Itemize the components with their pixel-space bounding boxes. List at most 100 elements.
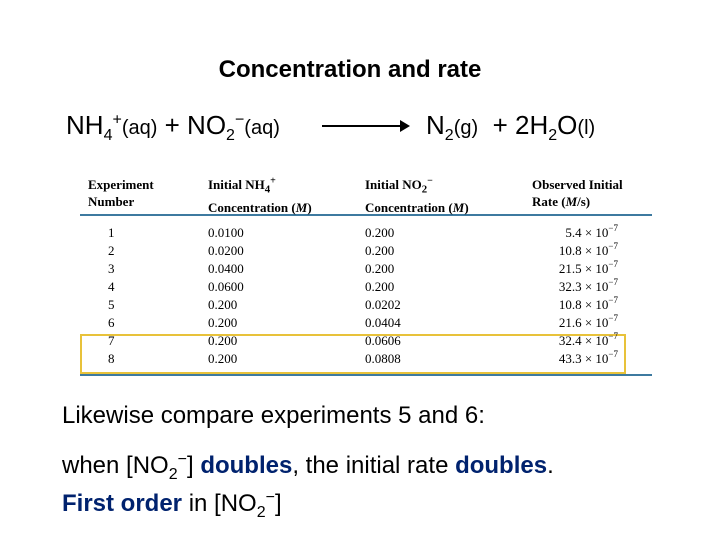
table-row: 6 0.200 0.0404 21.6 × 10−7 (80, 314, 652, 332)
cell-rate: 21.6 × 10−7 (559, 314, 618, 332)
line2-part-b: ] (186, 452, 201, 479)
product2-formula: O (557, 110, 578, 140)
line3-subscript: 2 (256, 503, 266, 521)
header-col4-unit: M (565, 194, 578, 209)
rate-exponent: −7 (608, 277, 618, 287)
equation-plus-2: + (492, 110, 508, 140)
rate-value: 10.8 × 10 (558, 243, 609, 258)
header-col4-rate: Rate ( (532, 194, 566, 209)
table-body: 1 0.0100 0.200 5.4 × 10−7 2 0.0200 0.200 10.8 ×… (80, 216, 652, 376)
table-row: 4 0.0600 0.200 32.3 × 10−7 (80, 278, 652, 296)
table-row: 1 0.0100 0.200 5.4 × 10−7 (80, 224, 652, 242)
reactant2-formula: NO (187, 110, 227, 140)
header-col3-line2: Concentration (M) (365, 199, 469, 216)
product1-subscript: 2 (444, 127, 454, 145)
cell-nh4-conc: 0.0200 (208, 243, 244, 258)
header-col2-unit: M (295, 199, 308, 215)
line3-part-a: in [NO (182, 490, 257, 517)
rate-exponent: −7 (608, 223, 618, 233)
cell-no2-conc: 0.200 (365, 261, 395, 276)
header-col3-sub: 2 (421, 183, 428, 196)
header-col3-close: ) (464, 199, 469, 215)
rate-exponent: −7 (608, 241, 618, 251)
product-nitrogen: N2(g) (426, 110, 479, 144)
line2-part-a: when [NO (62, 452, 169, 479)
rate-value: 10.8 × 10 (558, 297, 609, 312)
table-header: Experiment Number Initial NH4+ Concentra… (80, 174, 652, 216)
cell-rate: 32.3 × 10−7 (559, 278, 618, 296)
reactant1-state: (aq) (121, 117, 158, 139)
header-col2-line2: Concentration (M) (208, 199, 312, 216)
reactant-nitrite: NO2−(aq) (187, 110, 280, 144)
rate-value: 21.6 × 10 (558, 315, 609, 330)
cell-no2-conc: 0.0606 (365, 333, 401, 348)
cell-nh4-conc: 0.200 (208, 333, 238, 348)
rate-data-table: Experiment Number Initial NH4+ Concentra… (80, 174, 652, 376)
header-col2-sup: + (270, 175, 276, 187)
reaction-arrow-icon (322, 120, 410, 132)
cell-nh4-conc: 0.0400 (208, 261, 244, 276)
cell-rate: 10.8 × 10−7 (559, 242, 618, 260)
table-row: 5 0.200 0.0202 10.8 × 10−7 (80, 296, 652, 314)
rate-exponent: −7 (608, 295, 618, 305)
line2-part-c: , the initial rate (292, 452, 456, 479)
cell-no2-conc: 0.200 (365, 225, 395, 240)
emphasis-doubles-2: doubles (455, 452, 548, 479)
reactant1-formula: NH (66, 110, 104, 140)
header-col2-line1: Initial NH4+ (208, 176, 312, 199)
header-initial-nh4: Initial NH4+ Concentration (M) (208, 176, 312, 216)
rate-value: 43.3 × 10 (558, 351, 609, 366)
reactant1-subscript: 4 (103, 127, 113, 145)
cell-nh4-conc: 0.0100 (208, 225, 244, 240)
line3-charge: − (265, 489, 275, 506)
header-initial-no2: Initial NO2− Concentration (M) (365, 176, 469, 216)
cell-experiment: 2 (108, 243, 115, 258)
emphasis-doubles-1: doubles (200, 452, 293, 479)
product2-coefficient: 2H (515, 110, 549, 140)
table-row: 8 0.200 0.0808 43.3 × 10−7 (80, 350, 652, 368)
slide-title: Concentration and rate (218, 56, 482, 83)
cell-nh4-conc: 0.0600 (208, 279, 244, 294)
header-col1-line2: Number (88, 194, 135, 209)
equation-reactants: NH4+(aq) + NO2−(aq) (66, 110, 280, 145)
cell-rate: 32.4 × 10−7 (559, 332, 618, 350)
rate-value: 5.4 × 10 (565, 225, 609, 240)
header-col3-text: Initial NO (365, 177, 422, 192)
header-col4-close: /s) (577, 194, 591, 209)
equation-plus: + (164, 110, 180, 140)
cell-nh4-conc: 0.200 (208, 297, 238, 312)
line2-subscript: 2 (168, 465, 178, 483)
reactant2-state: (aq) (244, 117, 280, 139)
doubling-statement: when [NO2−] doubles, the initial rate do… (62, 452, 554, 483)
product2-subscript: 2 (548, 127, 558, 145)
product2-state: (l) (577, 117, 596, 139)
rate-exponent: −7 (608, 349, 618, 359)
cell-no2-conc: 0.200 (365, 243, 395, 258)
cell-experiment: 1 (108, 225, 115, 240)
product1-state: (g) (453, 117, 479, 139)
rate-value: 32.3 × 10 (558, 279, 609, 294)
cell-nh4-conc: 0.200 (208, 315, 238, 330)
header-col2-text: Initial NH (208, 177, 265, 192)
header-col1-line1: Experiment (88, 177, 154, 192)
cell-experiment: 5 (108, 297, 115, 312)
product1-formula: N (426, 110, 445, 140)
rate-value: 32.4 × 10 (558, 333, 609, 348)
cell-no2-conc: 0.0808 (365, 351, 401, 366)
cell-rate: 43.3 × 10−7 (559, 350, 618, 368)
header-observed-rate: Observed Initial Rate (M/s) (532, 176, 623, 210)
table-row: 3 0.0400 0.200 21.5 × 10−7 (80, 260, 652, 278)
cell-nh4-conc: 0.200 (208, 351, 238, 366)
cell-experiment: 7 (108, 333, 115, 348)
cell-experiment: 8 (108, 351, 115, 366)
emphasis-first-order: First order (62, 490, 183, 517)
header-col2-conc: Concentration ( (208, 199, 296, 215)
reactant2-charge: − (234, 111, 245, 129)
table-row: 7 0.200 0.0606 32.4 × 10−7 (80, 332, 652, 350)
line2-period: . (547, 452, 554, 479)
cell-no2-conc: 0.0404 (365, 315, 401, 330)
cell-no2-conc: 0.0202 (365, 297, 401, 312)
cell-experiment: 4 (108, 279, 115, 294)
cell-experiment: 6 (108, 315, 115, 330)
reaction-equation: NH4+(aq) + NO2−(aq) N2(g) + 2H2O(l) (66, 110, 706, 150)
